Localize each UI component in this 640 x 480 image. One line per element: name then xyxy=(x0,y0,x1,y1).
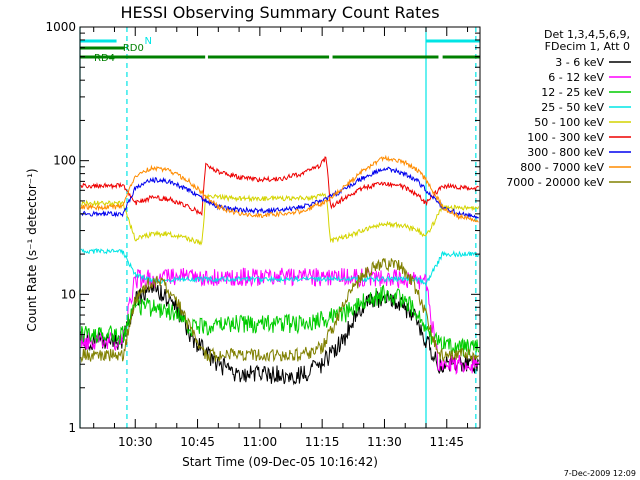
series-line-5 xyxy=(80,156,479,217)
x-tick-label: 10:45 xyxy=(180,435,215,449)
rd0-label: RD0 xyxy=(123,43,144,54)
legend-label-0: 3 - 6 keV xyxy=(555,56,604,69)
n-label: N xyxy=(145,36,152,47)
legend-label-6: 300 - 800 keV xyxy=(527,146,604,159)
legend-label-5: 100 - 300 keV xyxy=(527,131,604,144)
legend-label-1: 6 - 12 keV xyxy=(548,71,604,84)
series-line-8 xyxy=(80,257,480,364)
x-tick-label: 10:30 xyxy=(118,435,153,449)
series-line-0 xyxy=(80,279,480,386)
legend-label-4: 50 - 100 keV xyxy=(534,116,604,129)
y-axis-label: Count Rate (s⁻¹ detector⁻¹) xyxy=(25,168,39,331)
legend-label-7: 800 - 7000 keV xyxy=(520,161,604,174)
x-tick-label: 11:15 xyxy=(305,435,340,449)
y-tick-label: 100 xyxy=(53,154,76,168)
footer-date: 7-Dec-2009 12:09 xyxy=(564,469,636,478)
x-tick-label: 11:30 xyxy=(367,435,402,449)
series-line-4 xyxy=(80,192,480,246)
plot-frame xyxy=(79,26,481,429)
series-line-6 xyxy=(80,166,479,219)
legend: Det 1,3,4,5,6,9,FDecim 1, Att 0 3 - 6 keV… xyxy=(506,28,631,189)
series-layer xyxy=(80,154,480,386)
legend-label-3: 25 - 50 keV xyxy=(541,101,604,114)
y-tick-label: 1 xyxy=(68,421,76,435)
x-tick-label: 11:00 xyxy=(243,435,278,449)
x-tick-label: 11:45 xyxy=(429,435,464,449)
y-tick-label: 1000 xyxy=(45,20,76,34)
legend-header-line: Det 1,3,4,5,6,9, xyxy=(544,28,630,41)
legend-header-line: FDecim 1, Att 0 xyxy=(545,40,630,53)
axes: 1 10 100 1000 10:30 10:45 11:00 11:15 11:30 11:45 xyxy=(45,20,481,449)
series-line-7 xyxy=(80,154,479,223)
legend-label-2: 12 - 25 keV xyxy=(541,86,604,99)
y-tick-label: 10 xyxy=(61,287,76,301)
chart-title: HESSI Observing Summary Count Rates xyxy=(120,3,439,22)
series-line-2 xyxy=(80,284,480,357)
orbit-boundary-lines xyxy=(79,27,477,428)
rd4-label: RD4 xyxy=(94,53,115,64)
legend-label-8: 7000 - 20000 keV xyxy=(506,176,604,189)
x-axis-label: Start Time (09-Dec-05 10:16:42) xyxy=(182,455,378,469)
